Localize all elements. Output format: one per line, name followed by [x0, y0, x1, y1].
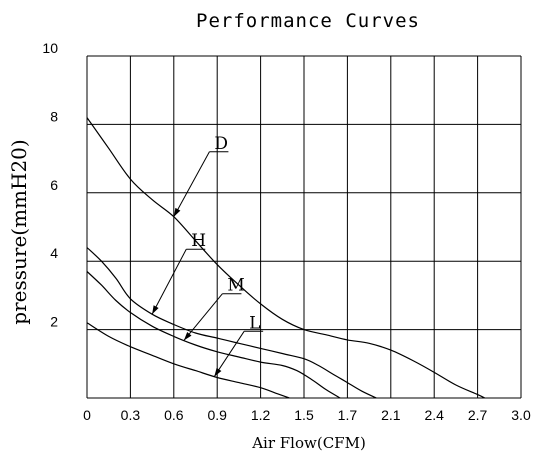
chart-title: Performance Curves [196, 10, 420, 32]
series-line-H [86, 247, 377, 399]
series-line-L [86, 322, 290, 399]
series-line-M [86, 271, 341, 399]
curve-label-leader [173, 151, 210, 217]
curve-label-arrowhead [152, 305, 159, 315]
curve-label-H: H [191, 231, 206, 251]
curve-labels: D H ML [151, 134, 264, 377]
series-lines [86, 117, 486, 399]
x-tick-label: 2.4 [424, 407, 444, 423]
x-tick-label: 0.6 [164, 407, 184, 423]
curve-label-arrowhead [183, 332, 192, 341]
curve-label-arrowhead [173, 207, 181, 217]
curve-label-D: D [214, 134, 228, 154]
y-tick-label: 8 [50, 108, 58, 124]
x-tick-labels: 0 0.3 0.6 0.9 1.2 1.5 1.7 2.1 2.4 2.7 3.0 [83, 407, 531, 423]
y-tick-labels: 2 4 6 8 10 [42, 40, 58, 330]
y-tick-label: 6 [50, 177, 58, 193]
x-tick-label: 0 [83, 407, 91, 423]
x-axis-label: Air Flow(CFM) [251, 434, 366, 452]
x-tick-label: 1.5 [294, 407, 314, 423]
curve-label-arrowhead [214, 367, 222, 377]
x-tick-label: 2.7 [468, 407, 488, 423]
y-axis-label: pressure(mmH20) [7, 139, 31, 324]
series-line-D [86, 117, 486, 399]
y-tick-label: 10 [42, 40, 58, 56]
grid [86, 55, 522, 399]
x-tick-label: 2.1 [381, 407, 401, 423]
curve-label-leader [151, 248, 187, 315]
x-tick-label: 3.0 [511, 407, 531, 423]
curve-label-leader [213, 331, 245, 377]
curve-label-leader [183, 293, 223, 341]
x-tick-label: 1.7 [338, 407, 358, 423]
y-tick-label: 4 [50, 245, 58, 261]
curve-label-L: L [249, 313, 260, 333]
x-tick-label: 1.2 [251, 407, 271, 423]
curve-label-M: M [227, 276, 244, 296]
x-tick-label: 0.3 [121, 407, 141, 423]
x-tick-label: 0.9 [207, 407, 227, 423]
y-tick-label: 2 [50, 314, 58, 330]
